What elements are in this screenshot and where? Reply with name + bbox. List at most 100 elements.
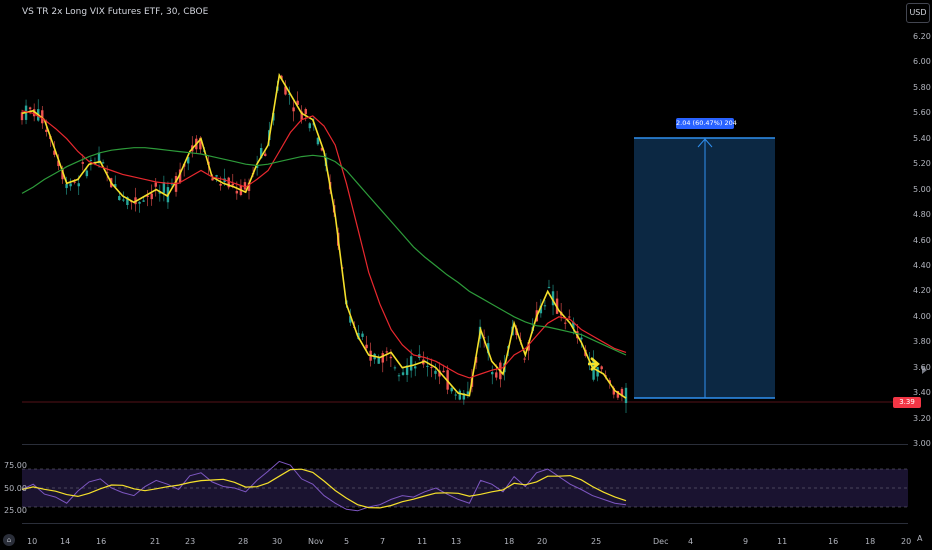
candle-body (105, 172, 109, 174)
candle-body (255, 165, 259, 168)
time-axis-separator (22, 523, 908, 524)
candle-body (154, 182, 157, 187)
candle-body (547, 286, 551, 288)
candle-body (57, 160, 60, 167)
candle-body (284, 86, 287, 95)
oscillator-lines (21, 460, 627, 512)
candle-body (543, 305, 547, 307)
candle-body (45, 129, 48, 132)
candle-body (211, 178, 214, 181)
candle-body (146, 195, 149, 197)
candle-body (365, 344, 368, 349)
candle-body (65, 183, 68, 189)
time-tick-label: 7 (380, 537, 386, 546)
candle-body (466, 391, 470, 395)
rsi-line (21, 460, 627, 512)
pane-separator[interactable] (22, 444, 908, 445)
candle-body (600, 366, 603, 370)
candle-body (316, 137, 320, 145)
candle-body (227, 177, 230, 188)
price-tick-label: 5.80 (913, 82, 931, 92)
time-tick-label: 21 (150, 537, 161, 546)
candle-body (170, 183, 174, 185)
candle-body (81, 162, 85, 164)
measure-arrow-head (697, 138, 713, 148)
candle-body (612, 388, 616, 395)
time-tick-label: 23 (185, 537, 196, 546)
candle-body (385, 351, 389, 353)
current-price-tag: 3.39 (893, 397, 921, 408)
logo-icon[interactable]: ⌂ (3, 534, 15, 546)
symbol-title[interactable]: VS TR 2x Long VIX Futures ETF, 30, CBOE (22, 7, 209, 17)
candle-body (114, 184, 117, 188)
candle-body (199, 137, 202, 150)
moving-average-lines (21, 72, 627, 399)
candle-body (401, 372, 405, 375)
price-tick-label: 5.60 (913, 108, 931, 118)
candle-body (608, 380, 611, 384)
candle-body (539, 305, 543, 314)
candle-body (243, 182, 247, 190)
time-tick-label: 18 (865, 537, 876, 546)
candle-body (231, 183, 234, 186)
time-tick-label: 4 (688, 537, 694, 546)
candle-body (434, 370, 437, 374)
price-tick-label: 3.20 (913, 413, 931, 423)
currency-button[interactable]: USD (906, 3, 930, 23)
rsi-signal-line (21, 468, 627, 509)
candle-body (122, 199, 125, 201)
price-tick-label: 3.60 (913, 362, 931, 372)
candle-body (454, 394, 457, 396)
candle-body (381, 353, 384, 363)
candle-body (495, 372, 498, 378)
candle-body (53, 150, 56, 155)
candle-body (174, 176, 178, 192)
price-tick-label: 5.40 (913, 133, 931, 143)
candle-body (215, 175, 218, 177)
candle-body (150, 193, 153, 200)
candle-body (85, 170, 89, 177)
time-tick-label: 9 (743, 537, 749, 546)
candle-body (592, 360, 595, 380)
candle-body (377, 356, 380, 364)
candle-body (187, 157, 190, 164)
candle-body (572, 321, 575, 329)
scroll-right-arrow-icon[interactable] (922, 366, 927, 374)
price-tick-label: 3.40 (913, 388, 931, 398)
price-tick-label: 4.40 (913, 260, 931, 270)
candle-body (405, 365, 409, 375)
time-tick-label: 13 (451, 537, 462, 546)
candle-body (292, 107, 295, 112)
auto-scale-button[interactable]: A (917, 534, 923, 543)
candle-body (596, 367, 599, 377)
candle-body (247, 182, 251, 191)
candle-body (178, 169, 182, 183)
candle-body (620, 388, 624, 397)
candle-body (73, 181, 76, 183)
slow-ma-line (21, 147, 627, 356)
time-tick-label: 20 (537, 537, 548, 546)
candle-body (118, 196, 121, 201)
price-tick-label: 3.80 (913, 337, 931, 347)
time-tick-label: 11 (417, 537, 428, 546)
candle-body (300, 111, 303, 120)
candle-body (491, 371, 494, 375)
price-tick-label: 6.20 (913, 32, 931, 41)
candle-body (462, 393, 466, 400)
candle-body (349, 316, 352, 323)
time-tick-label: 20 (901, 537, 912, 546)
candle-body (259, 148, 263, 159)
oscillator-tick-label: 50.00 (4, 484, 27, 493)
candle-body (219, 183, 222, 186)
candle-body (97, 152, 101, 164)
candle-body (426, 365, 429, 367)
candle-body (616, 390, 620, 398)
candle-body (162, 182, 166, 193)
candle-body (138, 201, 141, 204)
measure-label: 2.04 (60.47%) 204 (676, 118, 737, 129)
oscillator-tick-label: 75.00 (4, 461, 27, 470)
candle-body (296, 100, 299, 105)
time-tick-label: 18 (504, 537, 515, 546)
candle-body (438, 370, 441, 377)
